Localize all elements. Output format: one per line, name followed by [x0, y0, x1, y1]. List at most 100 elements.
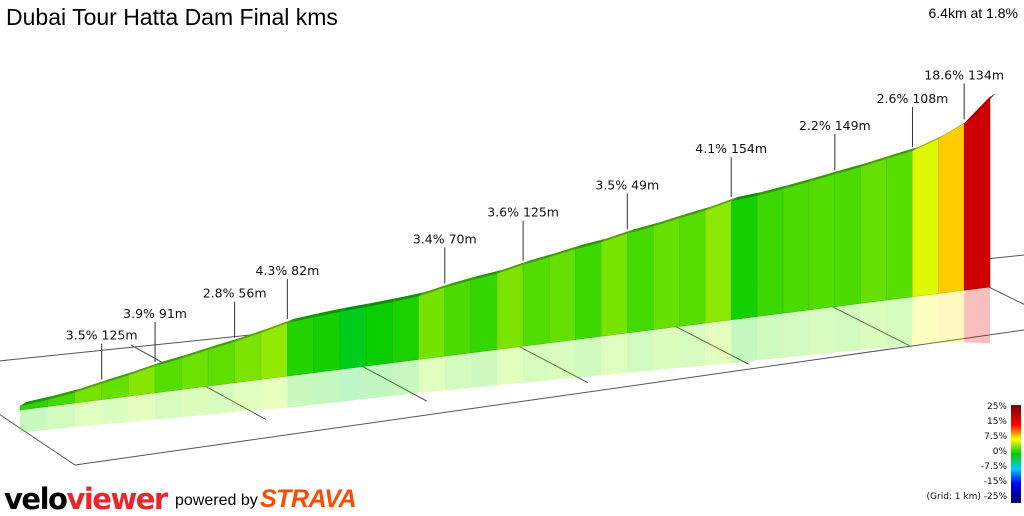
legend-tick-label: -15%	[984, 477, 1008, 487]
profile-segment	[860, 158, 887, 304]
reflection-segment	[497, 346, 524, 386]
reflection-segment	[470, 349, 498, 388]
profile-top-segment	[627, 222, 660, 234]
profile-top-segment	[418, 283, 451, 297]
veloviewer-logo: veloviewer	[4, 482, 168, 516]
profile-segment	[313, 311, 341, 374]
logo-viewer: viewer	[66, 482, 168, 516]
profile-top-segment	[339, 302, 373, 312]
reflection-segment	[47, 403, 75, 430]
annotation-label: 3.5% 49m	[595, 177, 659, 192]
reflection-segment	[128, 392, 156, 423]
profile-top-segment	[392, 292, 425, 302]
profile-top-segment	[470, 269, 504, 281]
reflection-segment	[938, 290, 965, 344]
grid-line-front	[74, 329, 1024, 466]
profile-top-segment	[74, 379, 108, 393]
profile-segment	[392, 295, 419, 364]
profile-top-segment	[705, 197, 738, 211]
profile-top-segment	[208, 337, 241, 350]
reflection-segment	[418, 356, 445, 393]
legend-colorbar	[1011, 405, 1021, 503]
profile-top-segment	[783, 177, 815, 189]
page-title: Dubai Tour Hatta Dam Final kms	[6, 4, 338, 30]
reflection-segment	[757, 313, 784, 361]
reflection-segment	[74, 399, 102, 427]
profile-top-segment	[912, 134, 945, 151]
annotation-label: 3.6% 125m	[487, 205, 559, 220]
profile-segment	[287, 316, 314, 377]
grid-line-left	[0, 414, 76, 466]
profile-segment	[782, 181, 810, 314]
legend-tick-label: 15%	[987, 417, 1007, 427]
profile-segment	[756, 188, 784, 317]
legend-tick-label: 7.5%	[984, 432, 1007, 442]
profile-top-segment	[653, 214, 686, 227]
reflection-segment	[181, 386, 209, 418]
legend-tick-label: -7.5%	[981, 462, 1008, 472]
annotation-label: 3.9% 91m	[123, 306, 187, 321]
profile-top-segment	[366, 297, 399, 307]
climb-summary: 6.4km at 1.8%	[928, 5, 1019, 21]
reflection-segment	[627, 329, 654, 373]
profile-top-segment	[287, 313, 320, 323]
profile-segment	[601, 233, 628, 337]
profile-segment	[963, 96, 991, 291]
profile-top-strip	[20, 93, 996, 406]
reflection-segment	[731, 316, 758, 364]
profile-top-segment	[731, 191, 764, 202]
profile-segment	[679, 210, 706, 327]
reflection-segment	[20, 406, 48, 433]
profile-top-segment	[155, 354, 188, 366]
reflection-segment	[208, 382, 235, 415]
annotation-leaders	[101, 83, 965, 380]
reflection-segment	[860, 300, 887, 350]
profile-segment	[938, 123, 965, 294]
profile-top-segment	[181, 345, 215, 359]
profile-top-segment	[834, 162, 867, 175]
profile-segment	[339, 306, 367, 370]
reflection-segment	[366, 362, 393, 399]
reflection-segment	[155, 389, 182, 420]
strava-logo: STRAVA	[260, 485, 357, 513]
annotation-label: 3.4% 70m	[413, 231, 477, 246]
reflection-segment	[783, 309, 809, 358]
profile-top-segment	[128, 361, 162, 376]
reflection-segment	[261, 376, 288, 410]
profile-top-segment	[808, 170, 841, 182]
reflection-segment	[964, 287, 990, 344]
profile-segment	[808, 173, 836, 311]
annotation-label: 18.6% 134m	[924, 67, 1004, 82]
profile-segment	[548, 248, 576, 344]
profile-top-segment	[444, 276, 477, 288]
reflection-segment	[653, 326, 680, 371]
profile-segment	[418, 287, 446, 360]
reflection-segment	[886, 296, 913, 348]
profile-top-segment	[313, 307, 346, 318]
annotation-label: 4.3% 82m	[255, 263, 319, 278]
reflection-segment	[679, 323, 706, 368]
reflection-segment	[808, 306, 835, 356]
annotation-label: 4.1% 154m	[695, 141, 767, 156]
annotation-label: 3.5% 125m	[66, 328, 138, 343]
profile-top-segment	[860, 154, 893, 167]
profile-segment	[627, 226, 654, 334]
profile-side-wall	[19, 96, 991, 411]
reflection-segment	[234, 379, 262, 413]
profile-top-segment	[679, 206, 712, 219]
legend-tick-label: 25%	[987, 402, 1007, 412]
profile-segment	[912, 138, 939, 298]
profile-segment	[444, 279, 472, 357]
profile-segment	[730, 195, 758, 321]
legend-tick-label: 0%	[993, 447, 1008, 457]
profile-segment	[496, 264, 524, 350]
reflection-segment	[287, 372, 314, 408]
profile-segment	[834, 166, 861, 307]
profile-segment	[886, 150, 913, 301]
profile-top-segment	[47, 388, 81, 400]
profile-top-segment	[549, 245, 582, 258]
annotation-label: 2.2% 149m	[799, 118, 871, 133]
reflection-segment	[313, 369, 340, 405]
profile-segment	[522, 256, 550, 347]
